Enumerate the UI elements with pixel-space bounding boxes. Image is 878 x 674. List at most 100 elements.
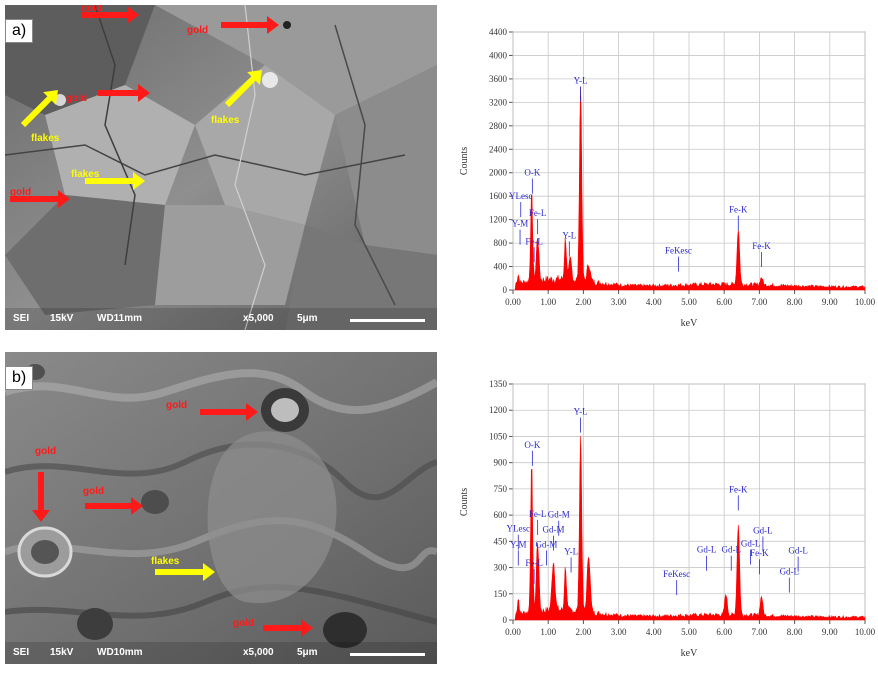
- y-tick-label: 0: [503, 615, 508, 625]
- sem-magnification: x5,000: [243, 647, 274, 658]
- spectrum-area: [513, 435, 866, 621]
- x-tick-label: 10.00: [855, 627, 876, 637]
- x-tick-label: 4.00: [646, 297, 662, 307]
- arrow-svg-b: [32, 403, 313, 637]
- arrow-svg-a: [10, 6, 279, 208]
- x-tick-label: 2.00: [576, 627, 592, 637]
- flakes-label: flakes: [211, 115, 240, 126]
- peak-label: Fe-L: [529, 208, 547, 218]
- peak-label: YLesc: [507, 524, 531, 534]
- peak-label: O-K: [524, 168, 540, 178]
- x-tick-label: 8.00: [787, 297, 803, 307]
- peak-label: Gd-L: [741, 539, 761, 549]
- peak-label: Y-M: [512, 219, 529, 229]
- peak-label: Gd-M: [535, 539, 557, 549]
- arrow-head: [127, 6, 139, 24]
- peak-label: Fe-L: [525, 236, 543, 246]
- x-tick-label: 1.00: [540, 297, 556, 307]
- arrow-head: [138, 84, 150, 102]
- y-tick-label: 1200: [489, 405, 508, 415]
- arrow-head: [203, 563, 215, 581]
- sem-working-distance: WD11mm: [97, 313, 143, 324]
- gold-label: gold: [66, 93, 88, 104]
- sem-mode: SEI: [13, 647, 30, 658]
- peak-label: Y-M: [510, 539, 527, 549]
- peak-label: Gd-L: [721, 545, 741, 555]
- x-tick-label: 0.00: [505, 297, 521, 307]
- x-tick-label: 9.00: [822, 627, 838, 637]
- sem-texture-b: [5, 352, 437, 664]
- x-axis-label: keV: [681, 648, 698, 659]
- panel-label-a: a): [5, 19, 34, 43]
- x-tick-label: 3.00: [611, 297, 627, 307]
- y-tick-label: 1600: [489, 191, 508, 201]
- sem-working-distance: WD10mm: [97, 647, 143, 658]
- peak-label: Gd-M: [548, 510, 570, 520]
- peak-label: Gd-L: [697, 545, 717, 555]
- x-tick-label: 1.00: [540, 627, 556, 637]
- gold-label: gold: [83, 486, 105, 497]
- y-tick-label: 150: [494, 589, 508, 599]
- panel-label-b: b): [5, 366, 34, 390]
- y-tick-label: 750: [494, 484, 508, 494]
- sem-voltage: 15kV: [50, 647, 74, 658]
- sem-mode: SEI: [13, 313, 30, 324]
- peak-label: Y-L: [564, 546, 578, 556]
- x-tick-label: 4.00: [646, 627, 662, 637]
- peak-label: Y-L: [574, 407, 588, 417]
- spectrum-area: [513, 86, 866, 291]
- arrow-head: [301, 619, 313, 637]
- peak-label: Fe-K: [729, 205, 748, 215]
- y-tick-label: 2000: [489, 168, 508, 178]
- y-tick-label: 1050: [489, 431, 508, 441]
- arrow-head: [133, 172, 145, 190]
- x-tick-label: 8.00: [787, 627, 803, 637]
- y-tick-label: 2400: [489, 144, 508, 154]
- y-tick-label: 1350: [489, 379, 508, 389]
- peak-label: Gd-L: [788, 546, 808, 556]
- y-tick-label: 800: [494, 238, 508, 248]
- peak-label: Fe-L: [525, 558, 543, 568]
- y-axis-label: Counts: [459, 488, 470, 516]
- y-tick-label: 900: [494, 458, 508, 468]
- y-tick-label: 4400: [489, 27, 508, 37]
- y-tick-label: 300: [494, 563, 508, 573]
- arrow-head: [32, 510, 50, 522]
- x-tick-label: 3.00: [611, 627, 627, 637]
- peak-label: Fe-K: [729, 484, 748, 494]
- flakes-label: flakes: [151, 556, 180, 567]
- peak-label: Fe-K: [752, 241, 771, 251]
- y-tick-label: 1200: [489, 215, 508, 225]
- peak-label: Gd-M: [542, 525, 564, 535]
- x-tick-label: 2.00: [576, 297, 592, 307]
- arrow-shaft: [224, 73, 259, 108]
- x-tick-label: 7.00: [752, 297, 768, 307]
- x-tick-label: 6.00: [716, 627, 732, 637]
- sem-texture-a: [5, 5, 437, 330]
- x-tick-label: 6.00: [716, 297, 732, 307]
- arrow-head: [43, 90, 58, 105]
- x-tick-label: 0.00: [505, 627, 521, 637]
- gold-label: gold: [10, 187, 32, 198]
- sem-magnification: x5,000: [243, 313, 274, 324]
- arrow-head: [131, 497, 143, 515]
- x-tick-label: 7.00: [752, 627, 768, 637]
- peak-label: Fe-K: [750, 548, 769, 558]
- spectrum-svg: 0 150 300 450 600 750 900 1050 1200 1350 0.00 1.00 2…: [459, 379, 876, 659]
- gold-label: gold: [187, 25, 209, 36]
- scale-bar-a: [350, 319, 425, 322]
- x-tick-label: 5.00: [681, 297, 697, 307]
- peak-label: YLesc: [509, 191, 533, 201]
- y-tick-label: 2800: [489, 121, 508, 131]
- sem-footer-b: SEI 15kV WD10mm x5,000 5μm: [5, 642, 437, 664]
- peak-label: FeKesc: [663, 569, 690, 579]
- y-tick-label: 4000: [489, 50, 508, 60]
- y-tick-label: 600: [494, 510, 508, 520]
- arrow-head: [267, 16, 279, 34]
- peak-label: Gd-L: [780, 567, 800, 577]
- spectrum-svg: 0 400 800 1200 1600 2000 2400 2800 3200 3600 4000 4…: [459, 27, 876, 329]
- peak-label: Fe-L: [529, 509, 547, 519]
- gold-label: gold: [35, 446, 57, 457]
- y-tick-label: 3200: [489, 97, 508, 107]
- peak-label: O-K: [524, 440, 540, 450]
